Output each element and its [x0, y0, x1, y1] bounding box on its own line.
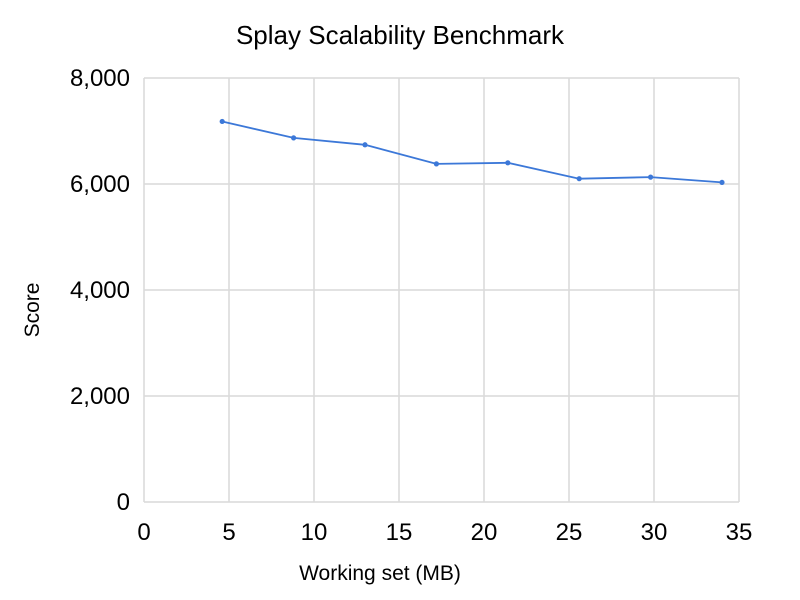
data-point	[433, 161, 439, 167]
y-tick-label: 6,000	[70, 171, 130, 198]
y-tick-label: 0	[117, 489, 130, 516]
y-tick-label: 8,000	[70, 65, 130, 92]
x-tick-label: 20	[471, 519, 498, 546]
x-tick-label: 30	[641, 519, 668, 546]
grid	[143, 77, 740, 503]
data-point	[362, 142, 368, 148]
x-axis-label: Working set (MB)	[299, 562, 461, 585]
data-point	[648, 174, 654, 180]
data-point	[291, 135, 297, 141]
chart-title: Splay Scalability Benchmark	[236, 20, 565, 50]
data-point	[576, 176, 582, 182]
x-tick-label: 15	[386, 519, 413, 546]
x-tick-label: 25	[556, 519, 583, 546]
series-line	[221, 120, 723, 184]
y-tick-label: 4,000	[70, 277, 130, 304]
x-tick-label: 5	[222, 519, 235, 546]
data-point	[505, 160, 511, 166]
series-layer	[219, 118, 725, 186]
data-point	[219, 118, 225, 125]
y-axis-label: Score	[21, 283, 44, 338]
y-tick-label: 2,000	[70, 383, 130, 410]
x-tick-label: 10	[301, 519, 328, 546]
tick-labels: 0 5 10 15 20 25 30 35 0 2,000 4,000 6,000 8,000	[70, 65, 752, 546]
x-tick-label: 35	[726, 519, 753, 546]
data-point	[719, 179, 725, 186]
x-tick-label: 0	[137, 519, 150, 546]
